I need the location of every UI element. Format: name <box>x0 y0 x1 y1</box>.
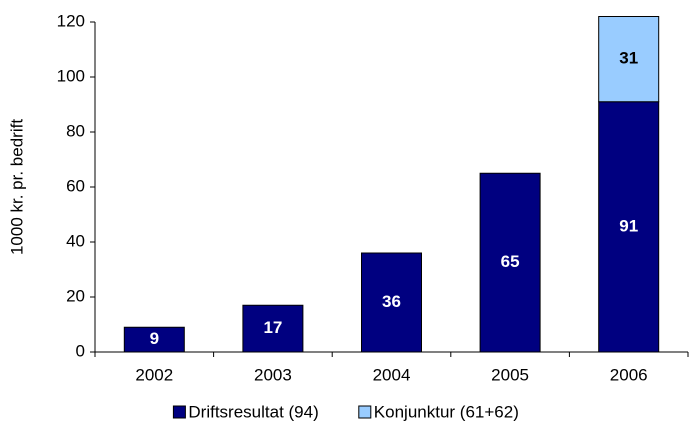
x-tick-label: 2004 <box>373 365 411 384</box>
data-label: 36 <box>382 292 401 311</box>
bar-segment <box>242 304 304 353</box>
y-tick-label: 20 <box>66 286 85 305</box>
data-label: 91 <box>619 216 638 235</box>
bar-segment <box>361 252 422 353</box>
bar-segment <box>598 16 660 103</box>
y-tick-label: 0 <box>76 341 85 360</box>
x-tick-label: 2003 <box>254 365 292 384</box>
bar-segment <box>598 101 660 353</box>
bar-segment <box>123 326 185 353</box>
y-tick-label: 60 <box>66 176 85 195</box>
legend-label: Driftsresultat (94) <box>188 402 318 421</box>
data-label: 17 <box>263 318 282 337</box>
bar-segment <box>479 172 541 353</box>
x-tick-label: 2005 <box>491 365 529 384</box>
y-tick-label: 100 <box>57 66 85 85</box>
data-label: 31 <box>619 49 638 68</box>
legend-swatch <box>172 405 186 419</box>
y-tick-label: 120 <box>57 11 85 30</box>
data-label: 9 <box>150 329 159 348</box>
y-tick-label: 80 <box>66 121 85 140</box>
y-axis-label: 1000 kr. pr. bedrift <box>7 119 26 255</box>
legend-label: Konjunktur (61+62) <box>374 402 519 421</box>
x-tick-label: 2002 <box>135 365 173 384</box>
legend-swatch <box>358 405 372 419</box>
data-label: 65 <box>501 252 520 271</box>
y-tick-label: 40 <box>66 231 85 250</box>
x-tick-label: 2006 <box>610 365 648 384</box>
